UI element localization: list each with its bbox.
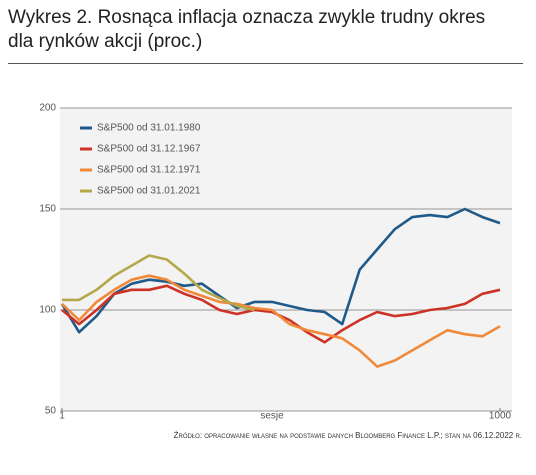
series-line xyxy=(61,274,501,368)
legend-label: S&P500 od 31.01.1980 xyxy=(97,123,201,134)
y-tick-label: 100 xyxy=(39,305,56,316)
x-tick-label: 1 xyxy=(59,411,65,422)
legend-label: S&P500 od 31.12.1967 xyxy=(97,144,201,155)
title-rule xyxy=(8,63,523,64)
y-tick-label: 150 xyxy=(39,204,56,215)
legend-label: S&P500 od 31.12.1971 xyxy=(97,165,201,176)
y-tick-label: 50 xyxy=(45,406,57,417)
x-tick-label: 1000 xyxy=(489,411,512,422)
chart-title: Wykres 2. Rosnąca inflacja oznacza zwykl… xyxy=(8,7,486,52)
x-axis-label: sesje xyxy=(260,411,284,422)
legend-label: S&P500 od 31.01.2021 xyxy=(97,186,201,197)
plot-area xyxy=(60,108,512,411)
series-line xyxy=(60,207,501,334)
source-note: Źródło: opracowanie własne na podstawie … xyxy=(173,431,522,440)
y-tick-label: 200 xyxy=(39,103,56,114)
series-line xyxy=(62,254,255,312)
